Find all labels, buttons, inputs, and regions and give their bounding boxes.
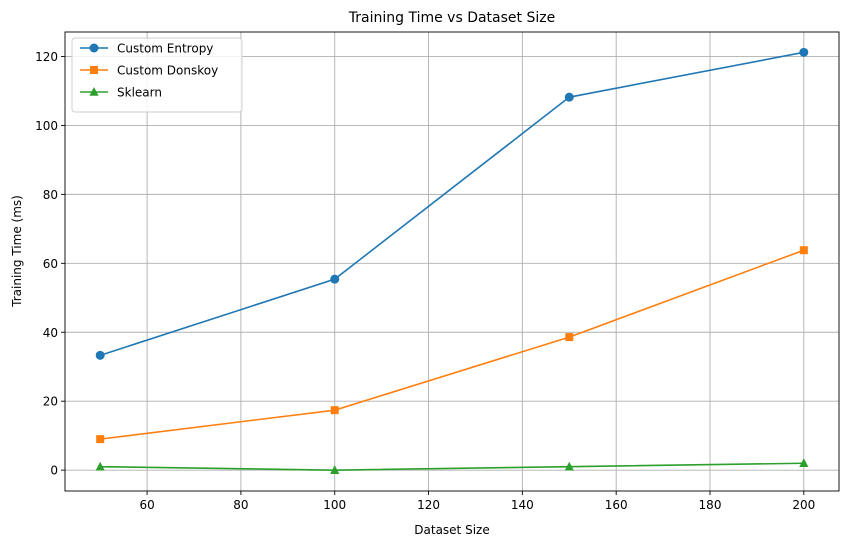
x-tick-label: 140 [511,498,534,512]
data-point [799,246,808,255]
data-point [564,461,574,471]
y-tick-label: 0 [50,464,58,478]
y-tick-label: 120 [35,50,58,64]
data-point [564,92,574,102]
series-line [100,249,805,440]
x-tick-label: 80 [233,498,248,512]
series-line [99,51,804,357]
data-point [330,406,339,415]
y-tick-label: 60 [43,257,58,271]
series-sklearn [95,458,809,474]
legend-item: Sklearn [80,86,162,100]
chart-title: Training Time vs Dataset Size [348,10,555,26]
series-group [95,47,809,474]
y-tick-label: 100 [35,119,58,133]
data-point [799,47,809,57]
data-point [96,435,105,444]
axis-ticks: 60 80 100 120 140 160 180 200 0 20 40 60 80 100 120 [35,50,815,512]
legend-item: Custom Entropy [80,42,213,56]
data-point [95,461,105,471]
data-point [95,350,105,360]
legend-label: Sklearn [117,86,162,100]
y-tick-label: 40 [43,326,58,340]
legend-label: Custom Donskoy [117,64,218,78]
grid [65,32,839,491]
legend-label: Custom Entropy [117,42,213,56]
legend-marker [89,87,99,96]
legend-marker [89,43,99,53]
legend: Custom Entropy Custom Donskoy Sklearn [71,37,243,113]
x-axis-label: Dataset Size [414,523,489,537]
legend-box [71,37,243,113]
x-tick-label: 100 [323,498,346,512]
y-axis-label: Training Time (ms) [10,195,24,308]
x-tick-label: 120 [417,498,440,512]
x-tick-label: 160 [605,498,628,512]
series-custom-donskoy [96,246,808,444]
data-point [330,465,340,474]
y-tick-label: 80 [43,188,58,202]
series-custom-entropy [95,47,809,360]
x-tick-label: 180 [699,498,722,512]
data-point [799,458,809,468]
data-point [565,333,574,342]
data-point [330,274,340,284]
x-tick-label: 60 [139,498,154,512]
plot-frame [64,31,840,492]
legend-marker [90,66,98,74]
x-tick-label: 200 [792,498,815,512]
legend-item: Custom Donskoy [80,64,218,78]
y-tick-label: 20 [43,395,58,409]
series-line [100,462,804,471]
